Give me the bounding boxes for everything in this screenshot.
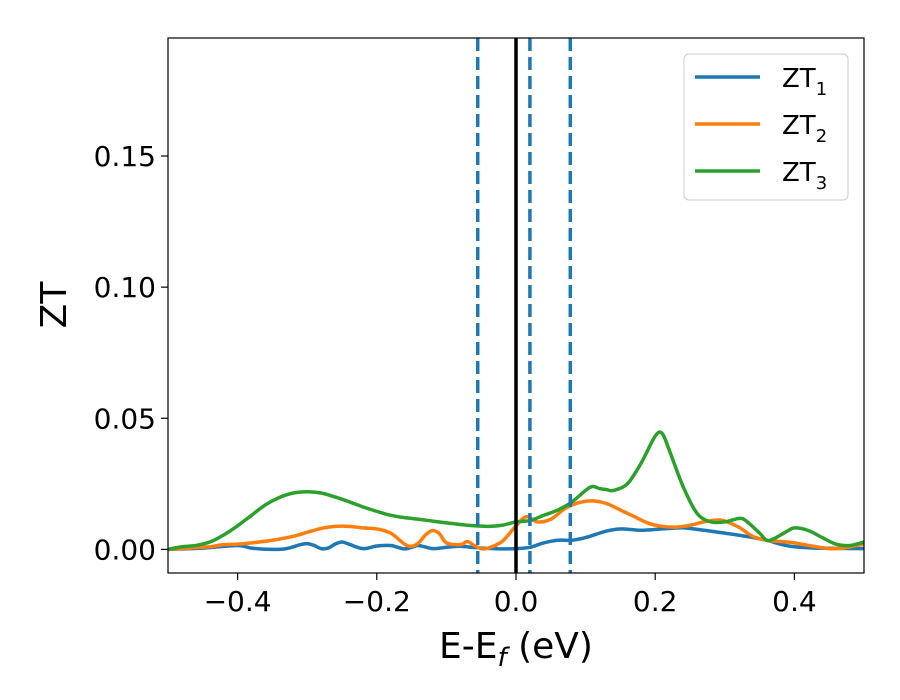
legend-label-zt3: ZT3 (782, 158, 827, 194)
y-tick-label: 0.05 (94, 402, 156, 435)
x-axis-label-unit: (eV) (507, 626, 593, 667)
legend-label-zt2: ZT2 (782, 111, 827, 147)
y-tick-label: 0.15 (94, 140, 156, 173)
series-line-zt3 (168, 430, 864, 552)
x-tick-label: 0.4 (772, 585, 817, 618)
reference-lines (475, 38, 573, 573)
y-axis-label: ZT (34, 281, 75, 329)
x-axis: −0.4 −0.2 0.0 0.2 0.4 (204, 573, 817, 618)
legend-label-zt1: ZT1 (782, 64, 827, 100)
y-tick-label: 0.10 (94, 271, 156, 304)
y-axis: 0.00 0.05 0.10 0.15 (94, 140, 168, 566)
x-axis-label-main: E-E (439, 626, 497, 667)
x-tick-label: 0.0 (494, 585, 539, 618)
legend: ZT1 ZT2 ZT3 (683, 53, 849, 201)
x-tick-label: −0.4 (204, 585, 272, 618)
y-tick-label: 0.00 (94, 533, 156, 566)
x-tick-label: −0.2 (343, 585, 411, 618)
series-layer (168, 430, 864, 552)
x-tick-label: 0.2 (633, 585, 678, 618)
legend-box (683, 53, 849, 201)
series-line-zt2 (168, 499, 864, 552)
x-axis-label: E-Ef (eV) (439, 626, 593, 673)
